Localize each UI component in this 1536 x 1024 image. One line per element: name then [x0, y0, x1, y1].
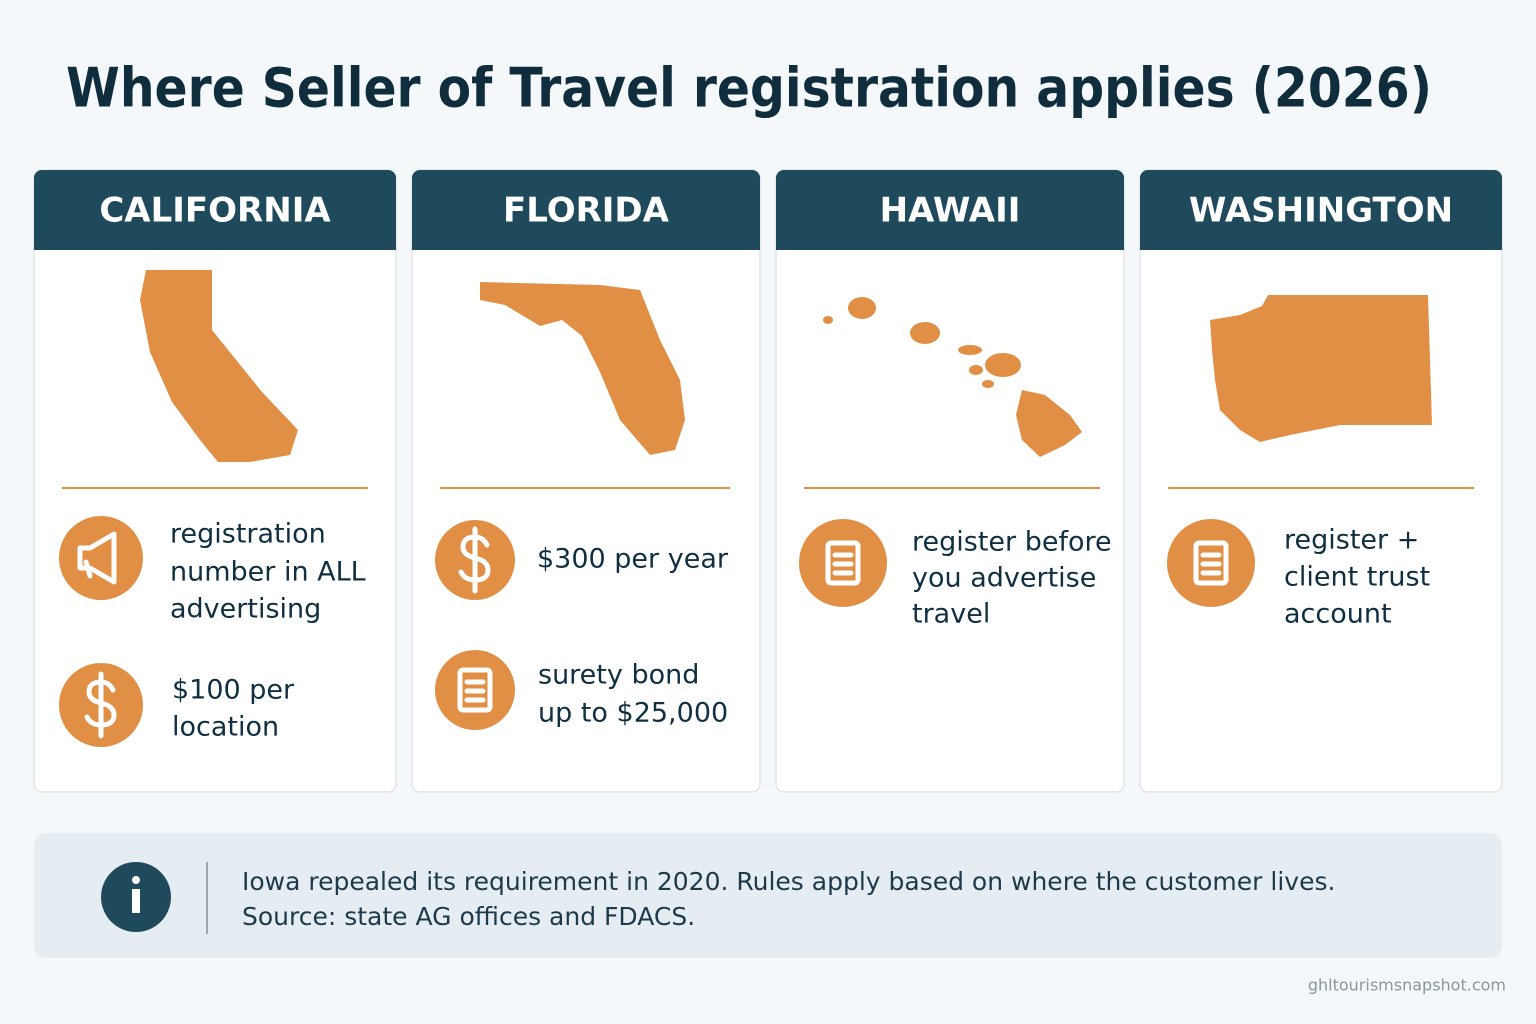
item-text: travel	[912, 599, 990, 630]
item-text: number in ALL	[170, 557, 366, 588]
item-text: $100 per	[172, 675, 295, 706]
megaphone-icon	[59, 516, 143, 600]
state-name: CALIFORNIA	[99, 191, 331, 231]
card-body	[1139, 169, 1503, 793]
card-body	[775, 169, 1125, 793]
item-text: $300 per year	[537, 544, 729, 575]
document-icon	[435, 650, 515, 730]
item-text: client trust	[1284, 562, 1430, 593]
state-map	[823, 297, 1082, 457]
item-text: register +	[1284, 525, 1419, 556]
item-text: you advertise	[912, 563, 1096, 594]
item-text: registration	[170, 519, 326, 550]
card-header	[1140, 170, 1502, 250]
dollar-icon	[59, 663, 143, 747]
state-map	[480, 282, 685, 455]
item-text: advertising	[170, 594, 321, 625]
card-header	[412, 170, 760, 250]
card: CALIFORNIA registration number in ALL ad…	[33, 169, 397, 793]
item-text: register before	[912, 527, 1112, 558]
note-text: Iowa repealed its requirement in 2020. R…	[242, 867, 1335, 896]
document-icon	[799, 519, 887, 607]
card: FLORIDA $300 per year surety bond up to …	[411, 169, 761, 793]
title: Where Seller of Travel registration appl…	[66, 57, 1432, 120]
footer: ghltourismsnapshot.com	[1308, 976, 1506, 995]
note-text: Source: state AG offices and FDACS.	[242, 902, 695, 931]
state-map	[1210, 295, 1432, 442]
info-icon	[101, 862, 171, 932]
item-text: up to $25,000	[538, 698, 728, 729]
card-header	[34, 170, 396, 250]
card-header	[776, 170, 1124, 250]
note-box: Iowa repealed its requirement in 2020. R…	[34, 833, 1502, 958]
card: WASHINGTON register + client trust accou…	[1139, 169, 1503, 793]
state-name: WASHINGTON	[1189, 191, 1453, 231]
document-icon	[1167, 519, 1255, 607]
item-text: location	[172, 712, 279, 743]
note-background	[34, 833, 1502, 958]
item-text: account	[1284, 599, 1392, 630]
state-name: HAWAII	[880, 191, 1021, 231]
state-name: FLORIDA	[503, 191, 670, 231]
dollar-icon	[435, 520, 515, 600]
state-map	[140, 270, 298, 462]
card: HAWAII register before you advertise tra…	[775, 169, 1125, 793]
item-text: surety bond	[538, 660, 699, 691]
